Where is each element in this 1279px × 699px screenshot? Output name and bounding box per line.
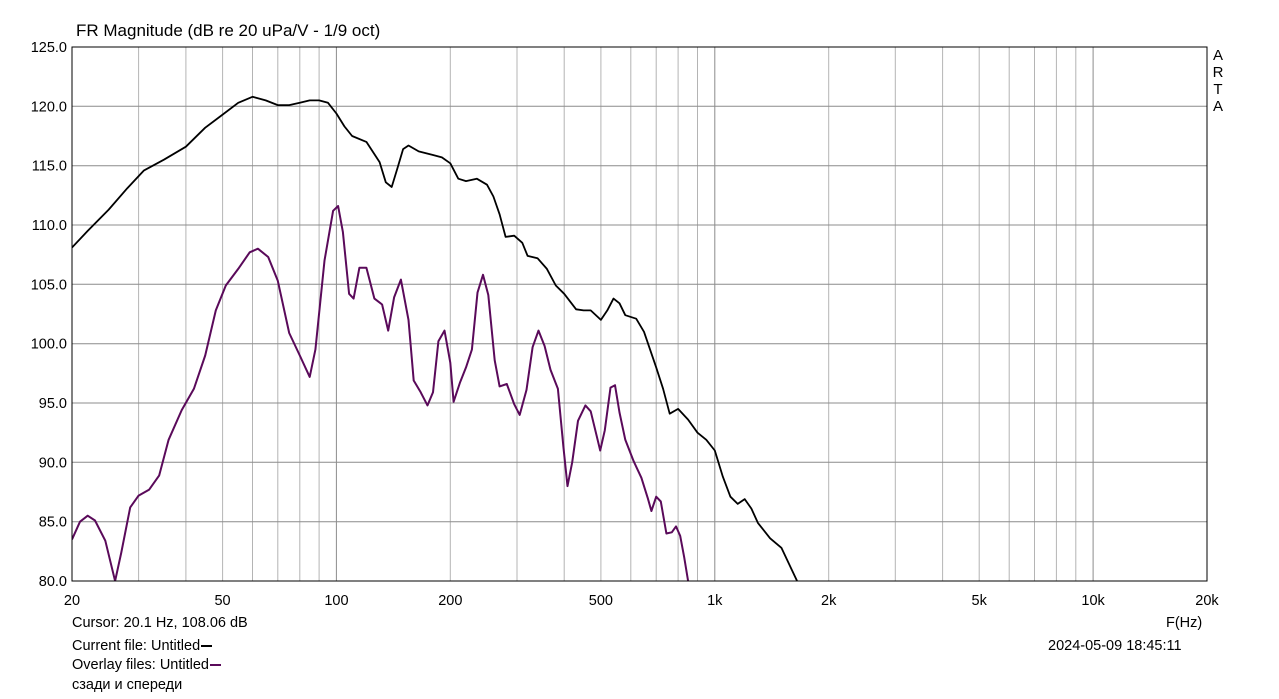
x-tick-label: 5k: [972, 593, 988, 609]
overlay-files-label: Overlay files: Untitled: [72, 657, 209, 673]
timestamp: 2024-05-09 18:45:11: [1048, 638, 1182, 654]
cursor-readout: Cursor: 20.1 Hz, 108.06 dB: [72, 615, 248, 631]
y-tick-label: 90.0: [39, 455, 67, 471]
y-axis-ticks: 125.0 120.0 115.0 110.0 105.0 100.0 95.0 90.0 85…: [31, 40, 67, 590]
arta-letter: R: [1212, 64, 1224, 81]
y-tick-label: 85.0: [39, 515, 67, 531]
x-tick-label: 200: [438, 593, 462, 609]
current-file-label: Current file: Untitled: [72, 638, 201, 654]
overlay-series-swatch: [210, 664, 221, 667]
chart-title: FR Magnitude (dB re 20 uPa/V - 1/9 oct): [76, 21, 381, 40]
x-tick-label: 10k: [1081, 593, 1105, 609]
y-tick-label: 125.0: [31, 40, 67, 56]
chart-series-group: [72, 95, 798, 581]
current-series-swatch: [201, 645, 213, 648]
x-tick-label: 1k: [707, 593, 723, 609]
y-tick-label: 110.0: [32, 218, 67, 234]
y-tick-label: 80.0: [39, 574, 67, 590]
y-tick-label: 115.0: [32, 159, 67, 175]
x-tick-label: 500: [589, 593, 613, 609]
overlay-files-info: Overlay files: Untitled: [72, 657, 221, 673]
x-axis-label: F(Hz): [1166, 615, 1203, 631]
y-tick-label: 95.0: [39, 396, 67, 412]
x-tick-label: 100: [324, 593, 348, 609]
y-tick-label: 105.0: [31, 277, 67, 293]
overlay-file-name: сзади и спереди: [72, 677, 183, 693]
x-tick-label: 2k: [821, 593, 837, 609]
y-tick-label: 100.0: [31, 337, 67, 353]
arta-letter: A: [1212, 98, 1223, 115]
x-tick-label: 20: [64, 593, 80, 609]
arta-letter: T: [1213, 81, 1223, 98]
chart-grid: [71, 46, 1208, 582]
plot-area-frame: [71, 46, 1208, 582]
current-series-line: [72, 95, 798, 581]
current-file-info: Current file: Untitled: [72, 638, 213, 654]
y-tick-label: 120.0: [31, 99, 67, 115]
overlay-series-line: [72, 205, 690, 581]
x-axis-ticks: 20 50 100 200 500 1k 2k 5k 10k 20k: [64, 593, 1220, 609]
x-tick-label: 20k: [1195, 593, 1219, 609]
arta-watermark: A R T A: [1212, 47, 1224, 115]
arta-letter: A: [1212, 47, 1223, 64]
x-tick-label: 50: [214, 593, 230, 609]
